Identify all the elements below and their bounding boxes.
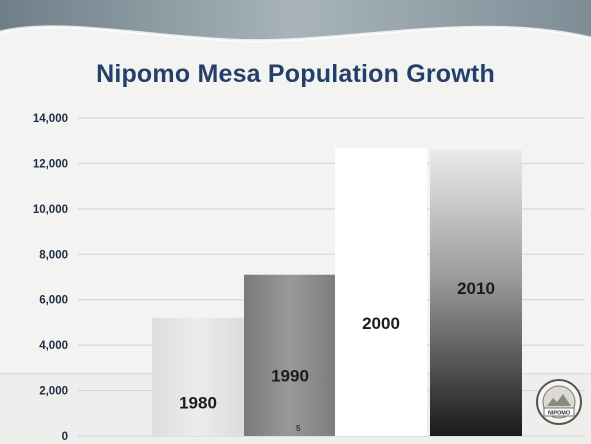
header-wave-banner bbox=[0, 0, 591, 41]
bar-labels: 1980 1990 2000 2010 bbox=[179, 279, 495, 413]
header-wave-highlight bbox=[0, 25, 591, 43]
bar-label-1980: 1980 bbox=[179, 394, 217, 413]
bar-2000 bbox=[335, 147, 427, 436]
y-tick-label: 12,000 bbox=[33, 158, 68, 170]
bar-1980 bbox=[152, 317, 244, 436]
y-tick-label: 2,000 bbox=[39, 386, 68, 398]
chart-title: Nipomo Mesa Population Growth bbox=[96, 60, 495, 88]
bars bbox=[152, 147, 522, 437]
bar-2010 bbox=[430, 149, 522, 437]
y-tick-label: 8,000 bbox=[39, 249, 68, 261]
y-tick-label: 10,000 bbox=[33, 204, 68, 216]
nipomo-seal-logo: NIPOMO bbox=[536, 379, 582, 425]
bar-1990 bbox=[244, 274, 336, 436]
y-axis-tick-labels: 0 2,000 4,000 6,000 8,000 10,000 12,000 14,000 bbox=[33, 113, 68, 443]
bar-label-2010: 2010 bbox=[457, 279, 495, 298]
page-number: 5 bbox=[296, 424, 301, 433]
y-tick-label: 14,000 bbox=[33, 113, 68, 125]
bar-label-1990: 1990 bbox=[271, 366, 309, 385]
y-tick-label: 4,000 bbox=[39, 340, 68, 352]
y-tick-label: 6,000 bbox=[39, 295, 68, 307]
y-tick-label: 0 bbox=[62, 431, 68, 443]
bar-label-2000: 2000 bbox=[362, 314, 400, 333]
svg-text:NIPOMO: NIPOMO bbox=[548, 411, 571, 417]
